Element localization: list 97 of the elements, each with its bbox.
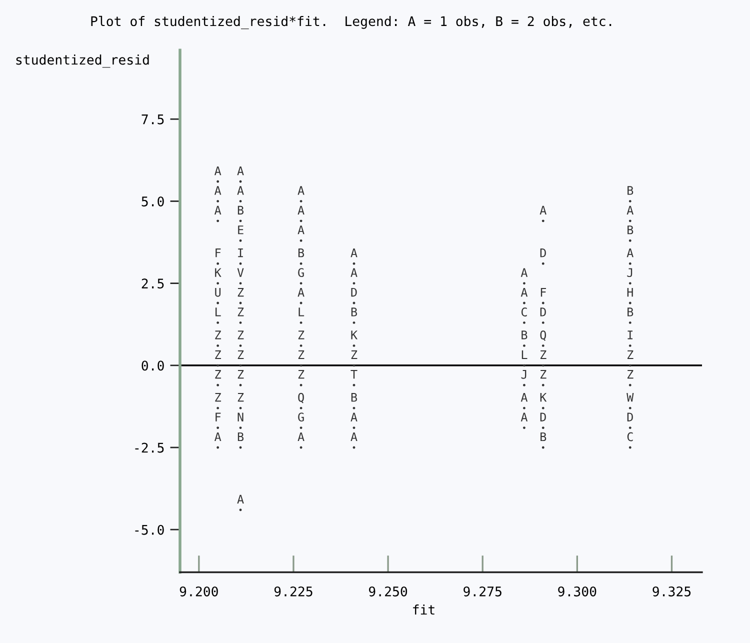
data-label: A [520, 268, 528, 277]
data-label: V [237, 268, 244, 277]
data-label: D [540, 248, 546, 258]
data-label: A [237, 166, 244, 176]
data-label: B [298, 248, 304, 258]
data-label: B [628, 308, 634, 316]
chart-title: Plot of studentized_resid*fit. Legend: A = 1 obs, B = 2 obs, etc. [91, 16, 612, 30]
data-label: K [351, 330, 358, 340]
data-label: A [214, 432, 222, 442]
data-label: D [351, 288, 357, 297]
x-tick-label: 9.325 [652, 586, 691, 596]
data-label: Q [298, 392, 304, 404]
data-label: F [216, 248, 221, 258]
data-label: L [298, 308, 304, 316]
x-tick-label: 9.225 [274, 586, 312, 596]
x-tick-label: 9.275 [464, 586, 502, 596]
data-label: J [521, 370, 526, 379]
data-label: N [238, 412, 244, 422]
y-tick-label: -2.5 [135, 442, 164, 453]
data-label: L [216, 308, 221, 316]
data-label: Z [215, 350, 222, 359]
y-tick-label: 2.5 [142, 278, 164, 289]
data-label: Z [238, 370, 244, 379]
data-label: G [298, 268, 304, 278]
data-label: B [351, 393, 357, 402]
data-label: Z [627, 370, 634, 379]
data-label: W [626, 393, 634, 402]
data-label: A [298, 432, 304, 442]
data-label: A [298, 288, 304, 297]
data-label: Z [238, 393, 244, 402]
data-label: F [216, 412, 221, 422]
data-label: K [540, 393, 547, 402]
data-label: D [540, 412, 546, 422]
x-tick-label: 9.200 [180, 586, 218, 596]
data-label: C [627, 432, 633, 442]
data-label: T [350, 370, 358, 379]
data-label: Z [238, 308, 244, 316]
data-label: Z [540, 350, 546, 359]
data-label: Z [238, 288, 244, 297]
data-label: B [540, 432, 546, 442]
data-label: A [626, 248, 634, 258]
data-label: A [214, 186, 222, 195]
data-label: A [298, 226, 304, 234]
data-label: A [214, 166, 222, 176]
x-tick-label: 9.250 [369, 586, 408, 596]
data-label: K [215, 268, 222, 277]
data-label: Z [351, 350, 358, 359]
data-label: B [351, 308, 357, 316]
data-label: Z [238, 350, 244, 359]
data-label: A [626, 206, 634, 214]
y-tick-label: 7.5 [142, 114, 164, 124]
data-label: H [627, 288, 633, 297]
data-label: Z [298, 370, 304, 379]
data-label: I [628, 330, 633, 340]
data-label: Z [215, 330, 222, 340]
data-label: A [520, 288, 528, 297]
data-label: Z [238, 330, 244, 340]
data-label: A [237, 186, 244, 195]
data-label: F [540, 288, 546, 297]
data-label: A [540, 206, 546, 214]
data-label: A [298, 186, 304, 195]
data-label: Z [215, 393, 222, 402]
data-label: Q [540, 330, 546, 341]
x-tick-label: 9.300 [558, 586, 596, 596]
data-label: Z [298, 350, 304, 359]
data-label: A [214, 206, 222, 214]
data-label: A [350, 432, 358, 442]
data-label: B [628, 186, 634, 195]
data-label: Z [540, 370, 546, 379]
y-tick-label: 0.0 [142, 360, 164, 371]
data-label: Z [627, 350, 634, 359]
y-tick-label: -5.0 [135, 524, 164, 535]
data-label: C [521, 308, 527, 316]
data-label: A [237, 494, 244, 504]
data-label: Z [298, 330, 304, 340]
data-label: G [298, 412, 304, 422]
data-label: J [627, 268, 632, 278]
data-label: B [522, 330, 528, 340]
data-label: B [238, 432, 244, 442]
data-label: U [215, 288, 221, 297]
data-label: D [627, 412, 633, 422]
data-label: I [238, 248, 243, 258]
data-label: A [520, 393, 528, 402]
data-label: Z [215, 370, 222, 379]
data-label: B [238, 206, 244, 214]
data-label: B [628, 226, 634, 234]
data-label: L [522, 350, 528, 359]
data-label: A [520, 412, 528, 422]
data-label: A [350, 248, 358, 258]
y-axis-title: studentized_resid [16, 54, 149, 68]
x-axis-title: fit [413, 604, 434, 615]
y-tick-label: 5.0 [142, 196, 164, 206]
data-label: A [350, 268, 358, 277]
data-label: D [540, 308, 546, 316]
data-label: A [350, 412, 358, 422]
data-label: E [238, 226, 244, 234]
data-label: A [298, 206, 304, 214]
